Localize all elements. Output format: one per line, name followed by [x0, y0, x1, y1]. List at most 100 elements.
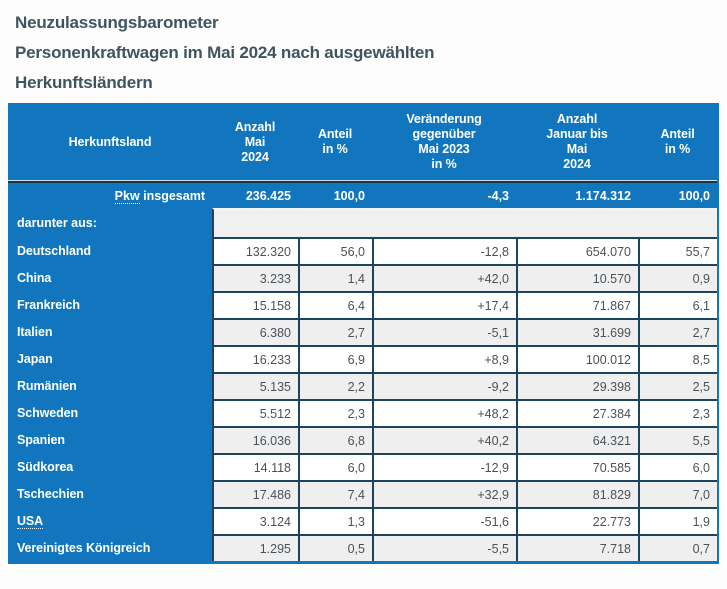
cell-veraenderung: +8,9 [372, 345, 516, 372]
table-row-usa: USA 3.124 1,3 -51,6 22.773 1,9 [8, 507, 717, 534]
section-empty-cell [212, 208, 717, 237]
cell-anteil-2: 2,3 [638, 399, 717, 426]
cell-anzahl-jan-mai: 64.321 [516, 426, 638, 453]
cell-anteil-2: 2,7 [638, 318, 717, 345]
usa-abbreviation[interactable]: USA [17, 513, 44, 529]
cell-anzahl-jan-mai: 22.773 [516, 507, 638, 534]
cell-anzahl-mai: 16.036 [212, 426, 298, 453]
country-label: Japan [17, 351, 53, 366]
cell-anteil-1: 2,2 [298, 372, 372, 399]
table-row-china: China 3.233 1,4 +42,0 10.570 0,9 [8, 264, 717, 291]
column-header-anteil-1: Anteil in % [298, 103, 372, 183]
cell-anzahl-mai: 5.512 [212, 399, 298, 426]
cell-anzahl-mai: 14.118 [212, 453, 298, 480]
section-label: darunter aus: [17, 215, 97, 230]
cell-anzahl-jan-mai: 71.867 [516, 291, 638, 318]
cell-anteil-1: 6,8 [298, 426, 372, 453]
cell-anteil-2: 5,5 [638, 426, 717, 453]
table-row-rumaenien: Rumänien 5.135 2,2 -9,2 29.398 2,5 [8, 372, 717, 399]
table-row-japan: Japan 16.233 6,9 +8,9 100.012 8,5 [8, 345, 717, 372]
cell-veraenderung: -51,6 [372, 507, 516, 534]
cell-anzahl-mai: 17.486 [212, 480, 298, 507]
cell-anteil-2: 7,0 [638, 480, 717, 507]
cell-veraenderung: -5,1 [372, 318, 516, 345]
cell-anteil-2: 8,5 [638, 345, 717, 372]
total-anzahl-jan-mai: 1.174.312 [516, 183, 638, 208]
table-row-frankreich: Frankreich 15.158 6,4 +17,4 71.867 6,1 [8, 291, 717, 318]
cell-anteil-1: 6,9 [298, 345, 372, 372]
cell-veraenderung: +32,9 [372, 480, 516, 507]
country-label: Tschechien [17, 486, 84, 501]
cell-anteil-1: 7,4 [298, 480, 372, 507]
cell-anteil-1: 2,7 [298, 318, 372, 345]
cell-anzahl-mai: 1.295 [212, 534, 298, 561]
cell-anteil-1: 0,5 [298, 534, 372, 561]
cell-anteil-2: 6,0 [638, 453, 717, 480]
cell-anteil-2: 2,5 [638, 372, 717, 399]
cell-anteil-1: 56,0 [298, 237, 372, 264]
cell-anzahl-jan-mai: 31.699 [516, 318, 638, 345]
cell-anzahl-mai: 3.233 [212, 264, 298, 291]
cell-anteil-1: 1,4 [298, 264, 372, 291]
column-header-anzahl-mai: Anzahl Mai 2024 [212, 103, 298, 183]
country-label: Südkorea [17, 459, 74, 474]
page-title: Neuzulassungsbarometer Personenkraftwage… [0, 0, 727, 98]
cell-anzahl-jan-mai: 10.570 [516, 264, 638, 291]
title-line-2: Personenkraftwagen im Mai 2024 nach ausg… [15, 43, 435, 62]
cell-anzahl-jan-mai: 100.012 [516, 345, 638, 372]
title-line-1: Neuzulassungsbarometer [15, 13, 219, 32]
table-row-italien: Italien 6.380 2,7 -5,1 31.699 2,7 [8, 318, 717, 345]
cell-veraenderung: +42,0 [372, 264, 516, 291]
column-header-veraenderung: Veränderung gegenüber Mai 2023 in % [372, 103, 516, 183]
cell-anzahl-jan-mai: 654.070 [516, 237, 638, 264]
cell-anteil-2: 0,7 [638, 534, 717, 561]
cell-anzahl-mai: 132.320 [212, 237, 298, 264]
cell-anteil-1: 1,3 [298, 507, 372, 534]
cell-veraenderung: -12,8 [372, 237, 516, 264]
table-body: Deutschland 132.320 56,0 -12,8 654.070 5… [8, 237, 717, 561]
cell-anzahl-jan-mai: 27.384 [516, 399, 638, 426]
cell-anteil-2: 0,9 [638, 264, 717, 291]
cell-anteil-1: 2,3 [298, 399, 372, 426]
cell-anteil-1: 6,0 [298, 453, 372, 480]
cell-veraenderung: -9,2 [372, 372, 516, 399]
table-row-schweden: Schweden 5.512 2,3 +48,2 27.384 2,3 [8, 399, 717, 426]
column-header-anteil-2: Anteil in % [638, 103, 717, 183]
cell-anteil-1: 6,4 [298, 291, 372, 318]
pkw-abbreviation[interactable]: Pkw [114, 188, 140, 204]
country-label: Rumänien [17, 378, 77, 393]
country-label: China [17, 270, 52, 285]
country-label: Frankreich [17, 297, 80, 312]
country-label: USA [8, 507, 212, 534]
total-anteil-2: 100,0 [638, 183, 717, 208]
country-label: Vereinigtes Königreich [17, 540, 151, 555]
cell-veraenderung: +48,2 [372, 399, 516, 426]
total-veraenderung: -4,3 [372, 183, 516, 208]
total-anzahl-mai: 236.425 [212, 183, 298, 208]
country-label: Spanien [17, 432, 65, 447]
table-row-spanien: Spanien 16.036 6,8 +40,2 64.321 5,5 [8, 426, 717, 453]
cell-veraenderung: -5,5 [372, 534, 516, 561]
cell-veraenderung: -12,9 [372, 453, 516, 480]
column-header-herkunftsland: Herkunftsland [8, 103, 212, 183]
cell-veraenderung: +40,2 [372, 426, 516, 453]
cell-anteil-2: 1,9 [638, 507, 717, 534]
cell-anzahl-mai: 3.124 [212, 507, 298, 534]
country-label: Schweden [17, 405, 79, 420]
total-row-label-rest: insgesamt [139, 188, 205, 203]
cell-anzahl-mai: 6.380 [212, 318, 298, 345]
cell-anteil-2: 55,7 [638, 237, 717, 264]
total-row: Pkw insgesamt 236.425 100,0 -4,3 1.174.3… [8, 183, 717, 208]
table-row-vereinigtes-koenigreich: Vereinigtes Königreich 1.295 0,5 -5,5 7.… [8, 534, 717, 561]
cell-anzahl-jan-mai: 81.829 [516, 480, 638, 507]
cell-anzahl-jan-mai: 7.718 [516, 534, 638, 561]
cell-anteil-2: 6,1 [638, 291, 717, 318]
table-row-suedkorea: Südkorea 14.118 6,0 -12,9 70.585 6,0 [8, 453, 717, 480]
total-anteil-1: 100,0 [298, 183, 372, 208]
table-row-tschechien: Tschechien 17.486 7,4 +32,9 81.829 7,0 [8, 480, 717, 507]
column-header-anzahl-jan-mai: Anzahl Januar bis Mai 2024 [516, 103, 638, 183]
table-header: Herkunftsland Anzahl Mai 2024 Anteil in … [8, 103, 717, 183]
title-line-3: Herkunftsländern [15, 73, 153, 92]
table-row-deutschland: Deutschland 132.320 56,0 -12,8 654.070 5… [8, 237, 717, 264]
